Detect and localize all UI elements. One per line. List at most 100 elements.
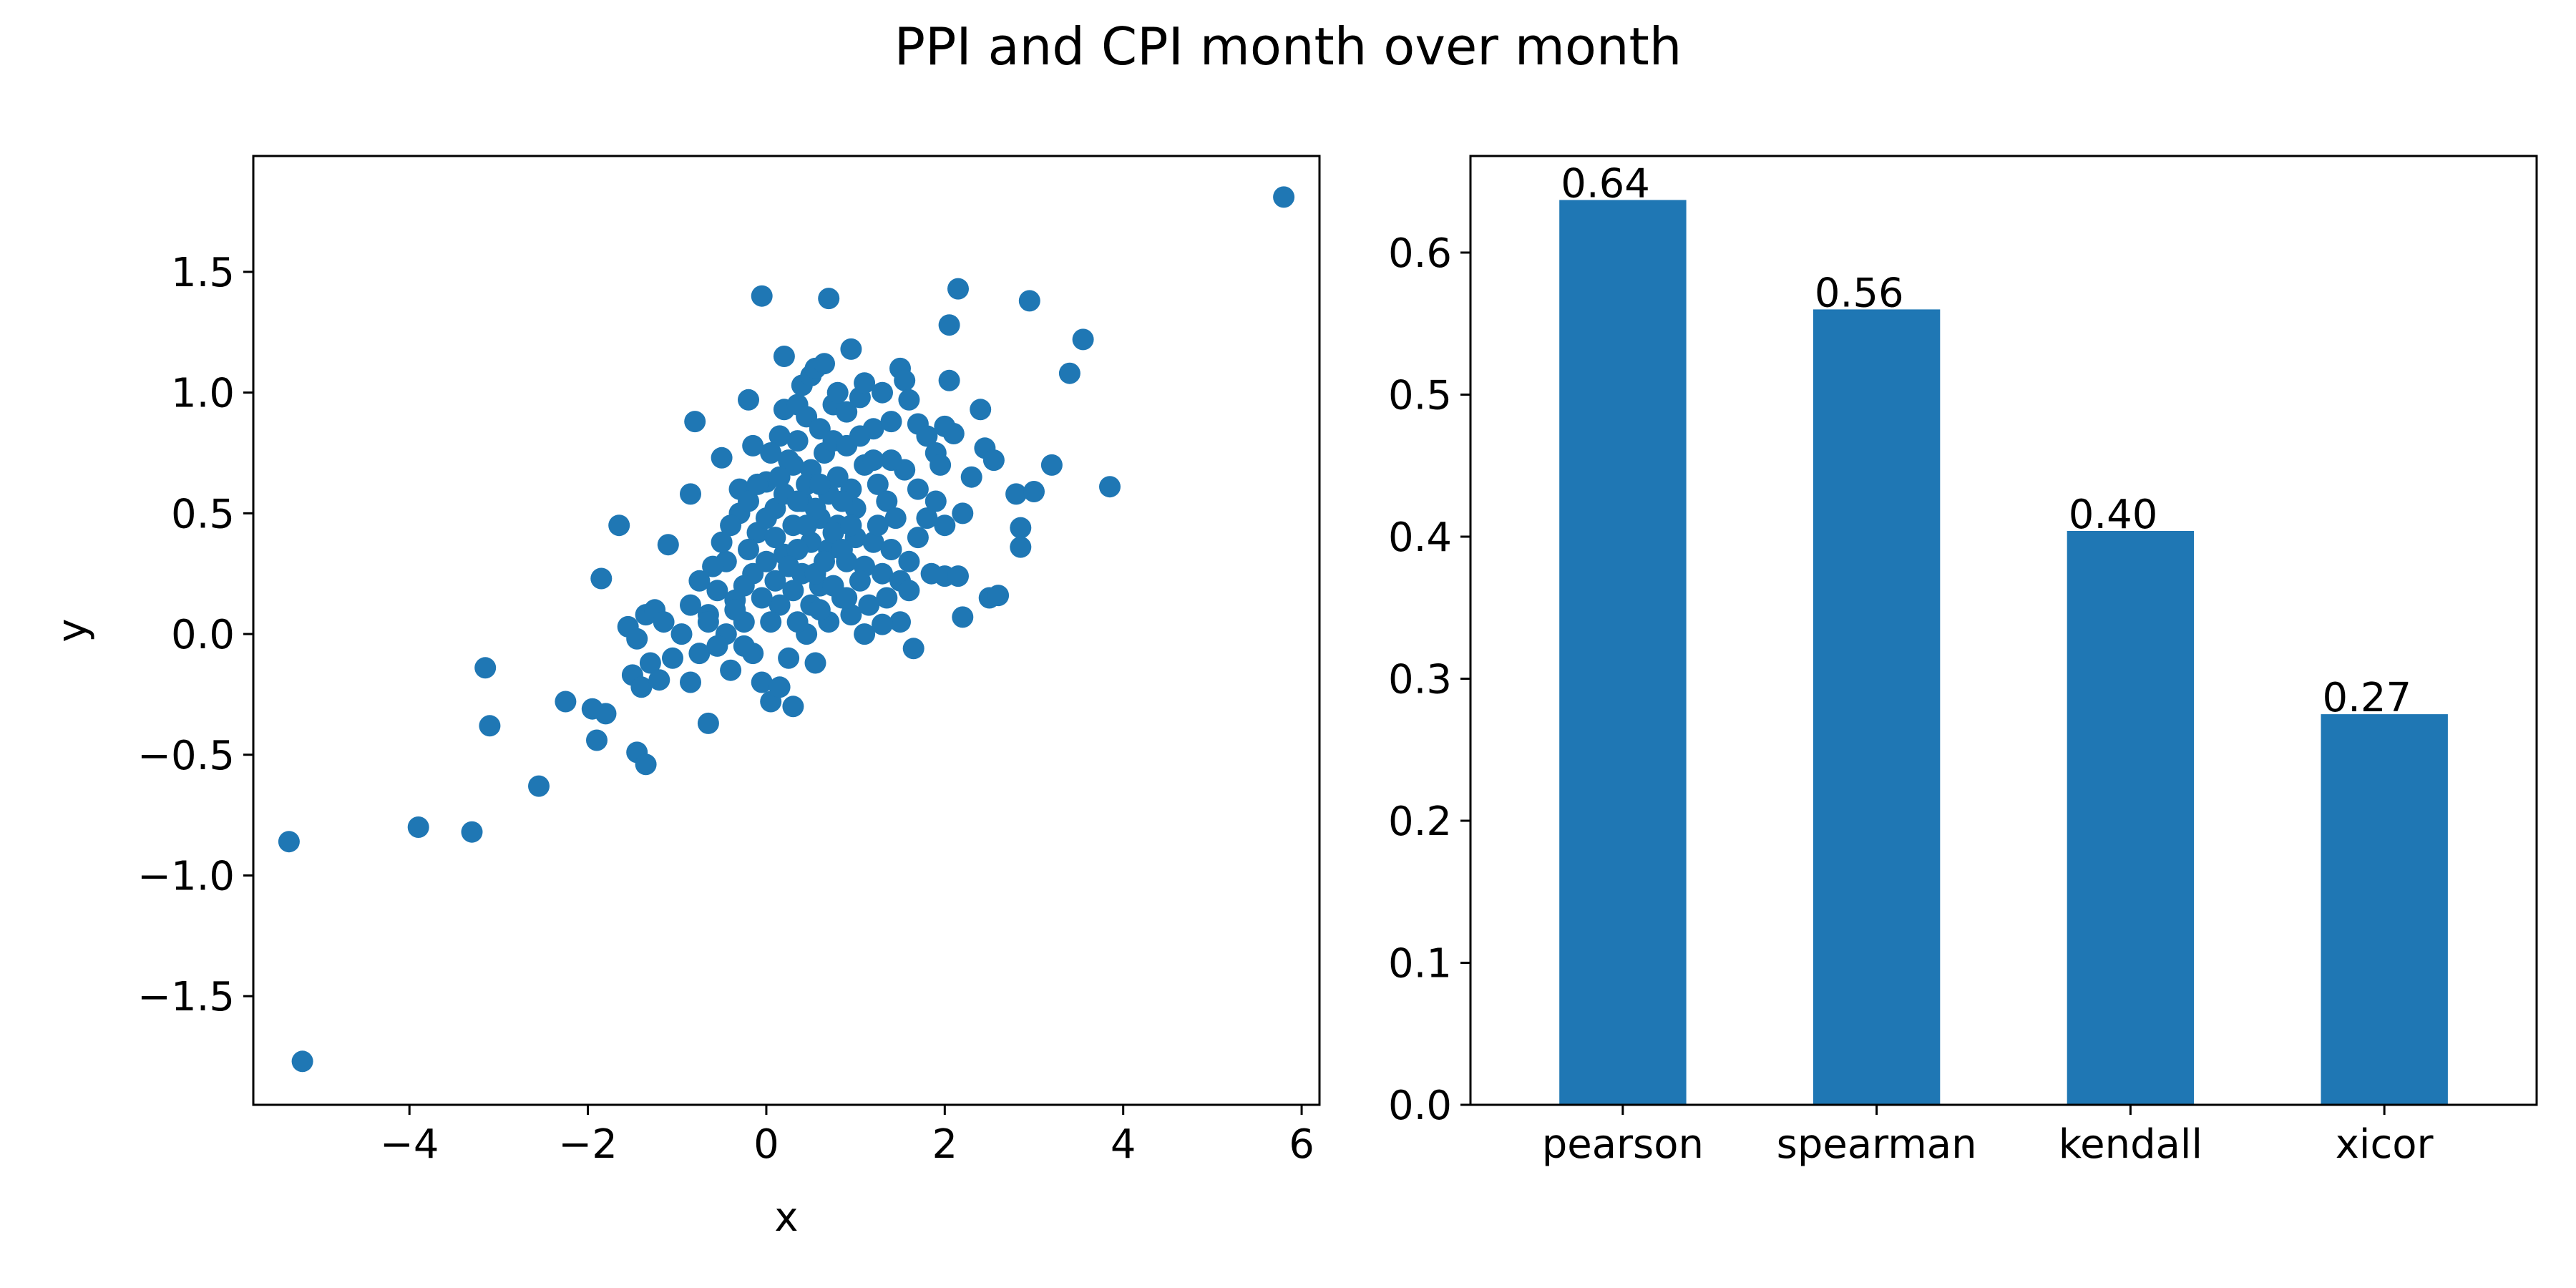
scatter-point xyxy=(826,381,849,404)
bar-x-tick-label: xicor xyxy=(2336,1121,2434,1168)
scatter-axes-frame xyxy=(252,155,1321,1106)
scatter-point xyxy=(872,381,893,404)
scatter-point xyxy=(987,585,1010,607)
scatter-point xyxy=(822,522,844,544)
scatter-point xyxy=(1023,481,1045,502)
scatter-point xyxy=(769,425,791,447)
scatter-point xyxy=(474,657,497,679)
scatter-point xyxy=(711,531,733,553)
scatter-point xyxy=(586,729,608,751)
scatter-point xyxy=(555,691,577,713)
scatter-point xyxy=(461,821,483,843)
scatter-point xyxy=(590,567,613,590)
scatter-point xyxy=(706,635,728,657)
scatter-point xyxy=(952,502,974,525)
scatter-point xyxy=(528,775,550,797)
scatter-point xyxy=(880,411,902,433)
scatter-x-tick-label: 6 xyxy=(1289,1121,1314,1168)
scatter-point xyxy=(1099,476,1121,498)
scatter-point xyxy=(1273,186,1295,208)
bar-y-tick-label: 0.3 xyxy=(1388,656,1452,703)
scatter-x-tick-label: 4 xyxy=(1111,1121,1136,1168)
scatter-point xyxy=(942,423,965,444)
bar-y-tick-label: 0.5 xyxy=(1388,372,1452,419)
scatter-point xyxy=(872,562,893,585)
scatter-y-tick-label: −0.5 xyxy=(137,733,235,779)
bar-y-ticks: 0.0 0.1 0.2 0.3 0.4 0.5 0.6 xyxy=(1388,230,1470,1129)
scatter-point xyxy=(1018,290,1040,312)
scatter-y-tick-label: −1.0 xyxy=(137,853,235,899)
scatter-point xyxy=(626,628,648,650)
scatter-point xyxy=(894,369,916,391)
scatter-point xyxy=(898,550,920,572)
scatter-point xyxy=(876,490,898,512)
scatter-point xyxy=(814,550,835,572)
scatter-y-tick-label: 0.5 xyxy=(171,491,235,537)
scatter-point xyxy=(778,449,800,472)
scatter-point xyxy=(738,490,759,512)
scatter-point xyxy=(773,346,795,367)
scatter-point xyxy=(902,638,924,660)
scatter-x-tick-label: 2 xyxy=(932,1121,957,1168)
bar-panel: 0.64 0.56 0.40 0.27 pearson spearman kendall x… xyxy=(1388,155,2538,1168)
scatter-x-ticks: −4 −2 0 2 4 6 xyxy=(380,1105,1314,1168)
scatter-y-tick-label: 1.0 xyxy=(171,371,235,417)
scatter-point xyxy=(653,611,675,633)
scatter-point xyxy=(479,715,501,737)
scatter-point xyxy=(872,613,893,635)
scatter-y-ticks: −1.5 −1.0 −0.5 0.0 0.5 1.0 1.5 xyxy=(137,250,253,1020)
scatter-point xyxy=(733,575,755,597)
bar-data-label: 0.40 xyxy=(2069,492,2158,538)
scatter-point xyxy=(697,611,719,633)
scatter-point xyxy=(796,514,818,537)
scatter-point xyxy=(952,606,974,628)
bar-pearson xyxy=(1559,200,1687,1105)
bar-axes-frame xyxy=(1469,155,2538,1106)
scatter-point xyxy=(916,425,938,447)
scatter-point xyxy=(930,454,952,476)
scatter-point xyxy=(836,587,858,609)
scatter-point xyxy=(764,527,786,549)
scatter-point xyxy=(884,507,907,530)
scatter-x-axis-label: x xyxy=(774,1194,798,1241)
scatter-point xyxy=(751,671,773,693)
bar-y-tick-label: 0.1 xyxy=(1388,940,1452,987)
scatter-y-tick-label: 0.0 xyxy=(171,612,235,658)
bar-y-tick-label: 0.6 xyxy=(1388,230,1452,277)
scatter-point xyxy=(407,816,429,838)
scatter-point xyxy=(278,831,300,853)
scatter-point xyxy=(809,599,831,621)
scatter-point xyxy=(733,635,755,657)
scatter-point xyxy=(769,466,791,488)
scatter-point xyxy=(760,611,782,633)
scatter-point xyxy=(1040,454,1063,476)
bar-data-label: 0.56 xyxy=(1815,270,1904,316)
bar-x-ticks: pearson spearman kendall xicor xyxy=(1542,1105,2434,1168)
scatter-point xyxy=(778,647,800,669)
bar-kendall xyxy=(2067,531,2195,1105)
scatter-point xyxy=(720,659,742,681)
scatter-point xyxy=(867,514,889,537)
scatter-point xyxy=(786,490,809,512)
scatter-point xyxy=(970,399,992,421)
scatter-point xyxy=(688,570,711,592)
scatter-point xyxy=(680,671,701,693)
scatter-x-tick-label: −4 xyxy=(380,1121,439,1168)
scatter-point xyxy=(778,555,800,577)
bar-y-tick-label: 0.4 xyxy=(1388,514,1452,561)
scatter-point xyxy=(680,594,701,616)
scatter-point xyxy=(818,288,840,310)
scatter-point xyxy=(688,643,711,665)
scatter-point xyxy=(867,473,889,495)
bar-spearman xyxy=(1813,309,1941,1105)
scatter-point xyxy=(764,570,786,592)
scatter-point xyxy=(786,611,809,633)
scatter-point xyxy=(639,652,661,674)
bar-bars xyxy=(1559,200,2448,1105)
bar-data-label: 0.64 xyxy=(1561,161,1650,208)
scatter-point xyxy=(947,278,969,300)
scatter-point xyxy=(880,539,902,560)
scatter-point xyxy=(814,353,835,375)
scatter-point xyxy=(769,676,791,698)
scatter-point xyxy=(662,647,683,669)
